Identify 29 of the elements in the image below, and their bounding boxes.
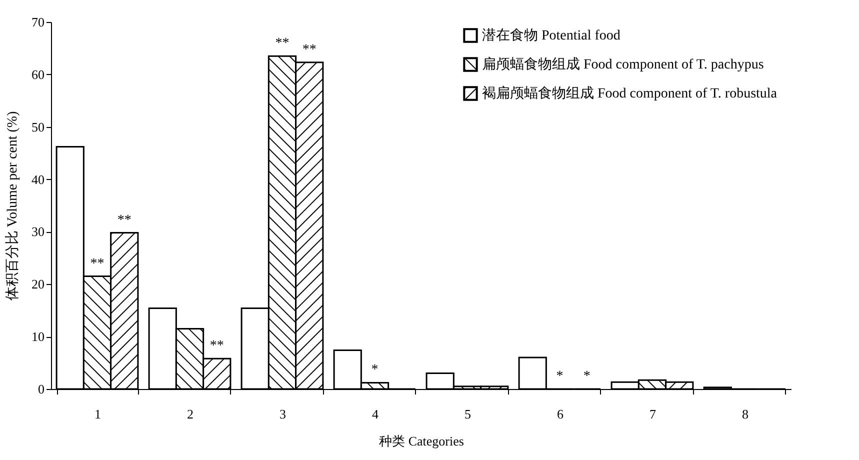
y-tick-label: 40 (32, 172, 44, 187)
legend-label: 褐扁颅蝠食物组成 Food component of T. robustula (482, 86, 778, 102)
data-label: * (583, 369, 590, 384)
y-tick-label: 0 (38, 382, 44, 396)
x-tick-label: 8 (742, 406, 748, 422)
y-tick-label: 30 (32, 224, 44, 240)
x-tick-label: 7 (650, 406, 656, 422)
y-tick-label: 20 (32, 276, 44, 292)
data-label: ** (90, 256, 104, 272)
x-tick-label: 1 (94, 406, 101, 422)
data-label: ** (302, 42, 316, 58)
data-label: ** (117, 212, 132, 228)
x-tick-label: 5 (464, 406, 471, 422)
y-axis-title: 体积百分比 Volume per cent (%) (4, 110, 20, 301)
x-axis-title: 种类 Categories (379, 434, 464, 448)
data-label: * (371, 362, 378, 378)
x-tick-label: 2 (187, 406, 194, 422)
y-tick-label: 10 (32, 329, 44, 344)
y-tick-label: 70 (32, 14, 44, 30)
x-tick-label: 3 (280, 406, 286, 422)
data-label: ** (210, 338, 224, 354)
x-tick-label: 4 (372, 406, 379, 422)
y-tick-label: 60 (32, 66, 44, 82)
data-label: * (556, 369, 564, 384)
data-label: ** (275, 36, 290, 52)
legend-label: 潜在食物 Potential food (482, 28, 620, 44)
legend-label: 扁颅蝠食物组成 Food component of T. pachypus (482, 56, 764, 72)
x-tick-label: 6 (557, 406, 564, 422)
y-tick-label: 50 (32, 119, 44, 134)
